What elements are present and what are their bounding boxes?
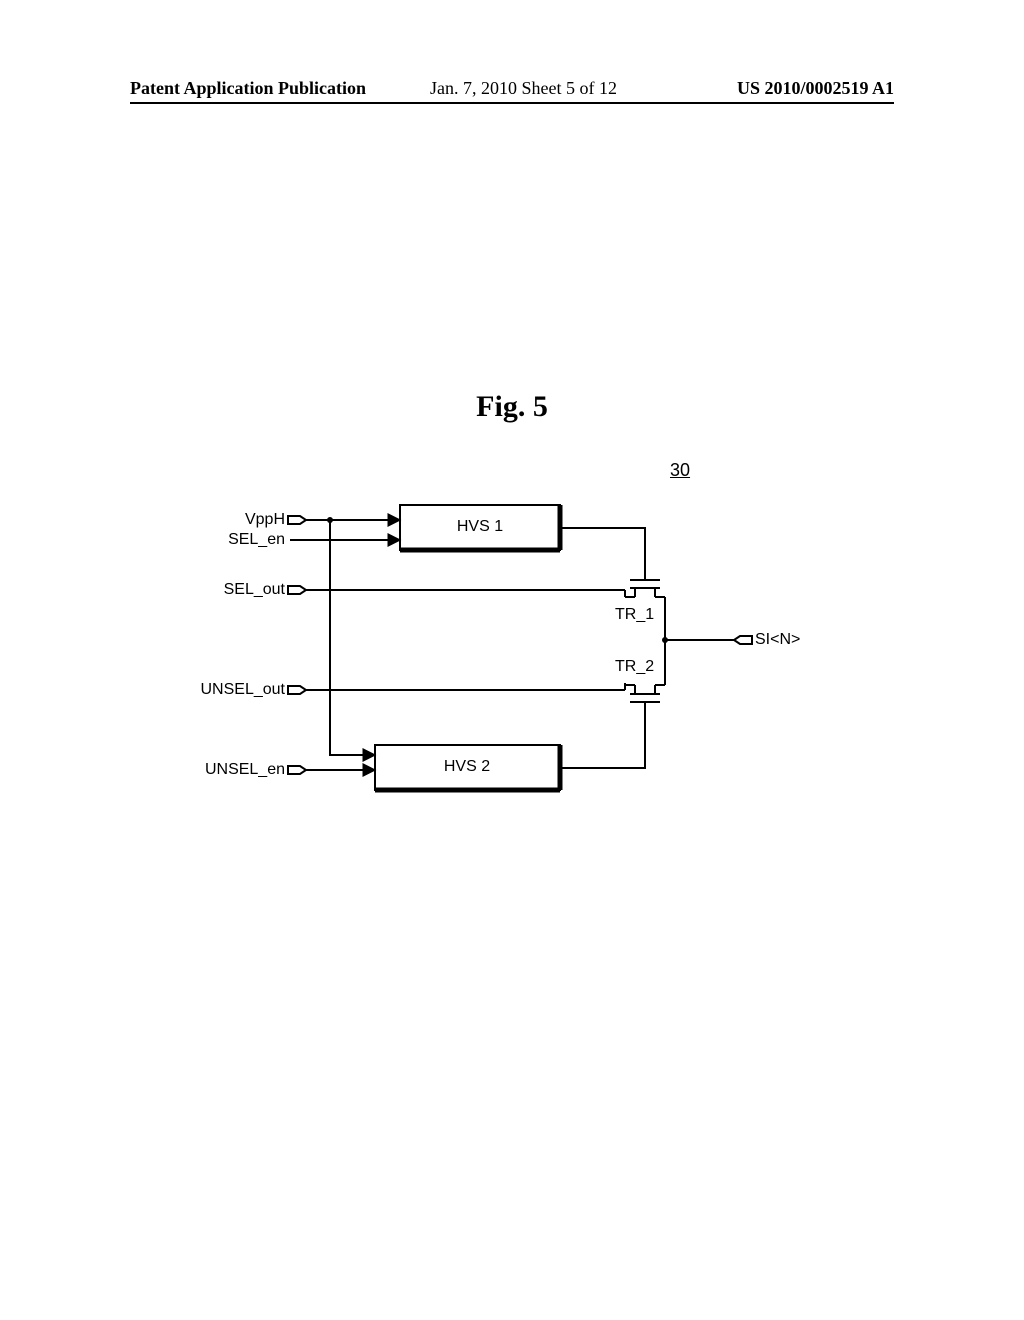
reference-number: 30 — [670, 460, 690, 481]
header-right-text: US 2010/0002519 A1 — [737, 78, 894, 99]
circuit-diagram: 30 VppH SEL_en SEL_out UNSEL_out UNSEL_e… — [200, 480, 860, 840]
figure-title: Fig. 5 — [0, 390, 1024, 424]
circuit-svg — [200, 480, 860, 840]
header-center-text: Jan. 7, 2010 Sheet 5 of 12 — [430, 78, 617, 99]
header-rule — [130, 102, 894, 104]
page: Patent Application Publication Jan. 7, 2… — [0, 0, 1024, 1320]
header-left-text: Patent Application Publication — [130, 78, 366, 99]
